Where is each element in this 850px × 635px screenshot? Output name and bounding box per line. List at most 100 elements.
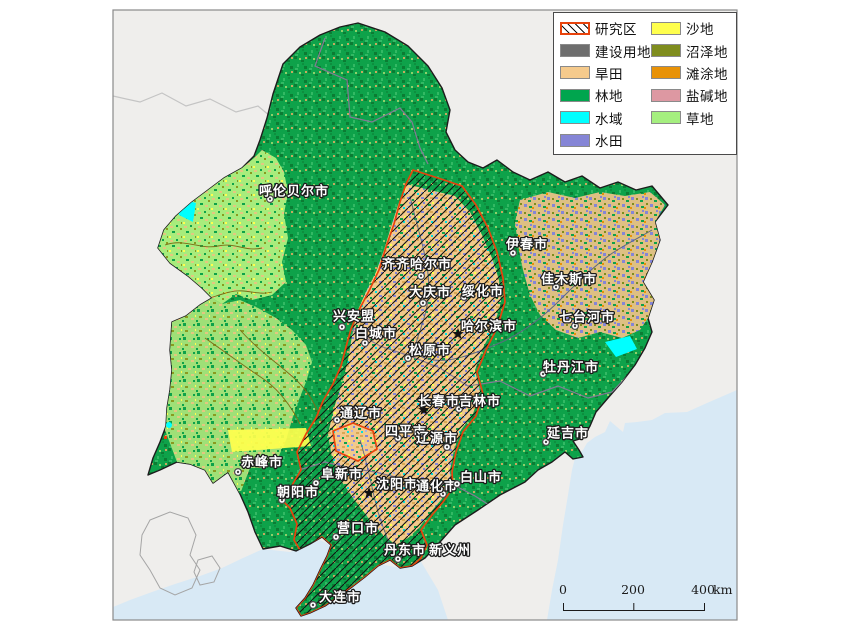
scale-tick-200: 200 <box>621 582 645 597</box>
city-label: 四平市 <box>385 424 427 440</box>
legend-item-sand: 沙地 <box>651 17 734 39</box>
legend-label-saline: 盐碱地 <box>686 89 728 106</box>
city-marker-dot <box>419 274 423 278</box>
legend-label-construction: 建设用地 <box>595 44 651 61</box>
city-label: 七台河市 <box>559 310 615 326</box>
legend-item-construction: 建设用地 <box>560 39 651 61</box>
capital-star-icon <box>452 328 464 339</box>
city-阜新市: 阜新市 <box>312 465 363 488</box>
legend-item-paddy: 水田 <box>560 129 651 151</box>
legend-label-tidal: 滩涂地 <box>686 66 728 83</box>
city-label: 朝阳市 <box>277 485 319 501</box>
scale-tick-0: 0 <box>559 582 567 597</box>
city-白城市: 白城市 <box>354 324 397 348</box>
city-marker-dot <box>445 445 449 449</box>
legend-column-left: 研究区建设用地旱田林地水域水田 <box>560 17 651 152</box>
legend-item-forest: 林地 <box>560 84 651 106</box>
city-丹东市: 丹东市 <box>383 541 426 563</box>
city-marker-dot <box>455 482 459 486</box>
city-朝阳市: 朝阳市 <box>276 483 319 505</box>
city-marker-dot <box>268 197 272 201</box>
city-marker-dot <box>457 407 461 411</box>
city-marker-dot <box>544 440 548 444</box>
city-赤峰市: 赤峰市 <box>234 453 283 477</box>
city-marker-dot <box>396 557 400 561</box>
city-四平市: 四平市 <box>384 422 427 443</box>
legend-item-tidal: 滩涂地 <box>651 62 734 84</box>
legend-swatch-marsh <box>651 44 681 58</box>
city-七台河市: 七台河市 <box>558 308 615 331</box>
city-白山市: 白山市 <box>453 468 502 489</box>
city-沈阳市: 沈阳市 <box>363 475 418 498</box>
city-marker-dot <box>396 436 400 440</box>
city-marker-dot <box>280 498 284 502</box>
city-label: 丹东市 <box>384 543 426 559</box>
legend-item-grass: 草地 <box>651 107 734 129</box>
city-佳木斯市: 佳木斯市 <box>540 270 597 292</box>
legend-item-water: 水域 <box>560 107 651 129</box>
city-marker-dot <box>334 535 338 539</box>
legend-label-paddy: 水田 <box>595 134 623 151</box>
city-label: 佳木斯市 <box>541 272 597 288</box>
legend-swatch-water <box>560 111 590 125</box>
city-辽源市: 辽源市 <box>415 429 458 452</box>
legend-swatch-forest <box>560 88 590 102</box>
city-marker-dot <box>406 356 410 360</box>
legend-swatch-grass <box>651 111 681 125</box>
legend-swatch-study <box>560 21 590 35</box>
city-marker-dot <box>541 372 545 376</box>
city-label: 松原市 <box>409 343 451 359</box>
legend-swatch-saline <box>651 88 681 102</box>
city-label: 沈阳市 <box>376 477 418 493</box>
legend-column-right: 沙地 沼泽地 滩涂地 盐碱地 草地 <box>651 17 734 152</box>
legend-label-grass: 草地 <box>686 111 714 128</box>
city-label: 延吉市 <box>546 426 589 442</box>
city-label: 齐齐哈尔市 <box>382 257 452 273</box>
city-label: 大连市 <box>319 590 361 606</box>
city-marker-dot <box>554 285 558 289</box>
city-大连市: 大连市 <box>309 588 361 609</box>
city-label: 呼伦贝尔市 <box>259 184 329 200</box>
legend-item-saline: 盐碱地 <box>651 84 734 106</box>
city-label: 白城市 <box>355 326 397 342</box>
legend-swatch-sand <box>651 21 681 35</box>
legend-label-water: 水域 <box>595 111 623 128</box>
city-label: 赤峰市 <box>241 455 283 471</box>
city-label: 伊春市 <box>505 237 548 253</box>
city-label: 牡丹江市 <box>543 360 599 376</box>
city-伊春市: 伊春市 <box>504 235 548 258</box>
city-通化市: 通化市 <box>415 477 458 499</box>
scale-bar: 0 200 400 km <box>550 582 750 612</box>
legend-label-sand: 沙地 <box>686 22 714 39</box>
city-label: 白山市 <box>460 470 502 486</box>
capital-star-icon <box>363 487 375 498</box>
city-label: 兴安盟 <box>333 309 375 325</box>
city-label: 大庆市 <box>409 285 451 301</box>
city-marker-dot <box>314 481 318 485</box>
scale-bar-line <box>563 603 705 611</box>
legend-label-study: 研究区 <box>595 22 637 39</box>
city-marker-dot <box>441 492 445 496</box>
foreign-land-layer <box>112 92 271 596</box>
city-兴安盟: 兴安盟 <box>332 307 375 332</box>
city-label: 吉林市 <box>459 394 501 410</box>
map-frame <box>112 9 738 621</box>
study-area-layer <box>282 169 506 616</box>
legend: 研究区 建设用地 旱田 林地 水域 水田 沙地 沼泽地 滩涂地 盐碱地 草地 <box>553 12 737 155</box>
city-label: 新义州 <box>429 543 471 559</box>
city-label: 哈尔滨市 <box>461 319 517 335</box>
city-营口市: 营口市 <box>332 519 379 541</box>
city-marker-dot <box>335 418 339 422</box>
city-绥化市: 绥化市 <box>460 282 504 302</box>
city-label: 阜新市 <box>321 467 363 483</box>
city-marker-dot <box>573 324 577 328</box>
city-大庆市: 大庆市 <box>408 283 451 308</box>
city-牡丹江市: 牡丹江市 <box>538 358 599 379</box>
legend-label-forest: 林地 <box>595 89 623 106</box>
legend-swatch-construction <box>560 44 590 58</box>
legend-label-dry_field: 旱田 <box>595 66 623 83</box>
city-label: 长春市 <box>418 394 460 410</box>
city-通辽市: 通辽市 <box>333 404 382 425</box>
city-呼伦贝尔市: 呼伦贝尔市 <box>258 182 329 204</box>
city-吉林市: 吉林市 <box>455 392 501 414</box>
